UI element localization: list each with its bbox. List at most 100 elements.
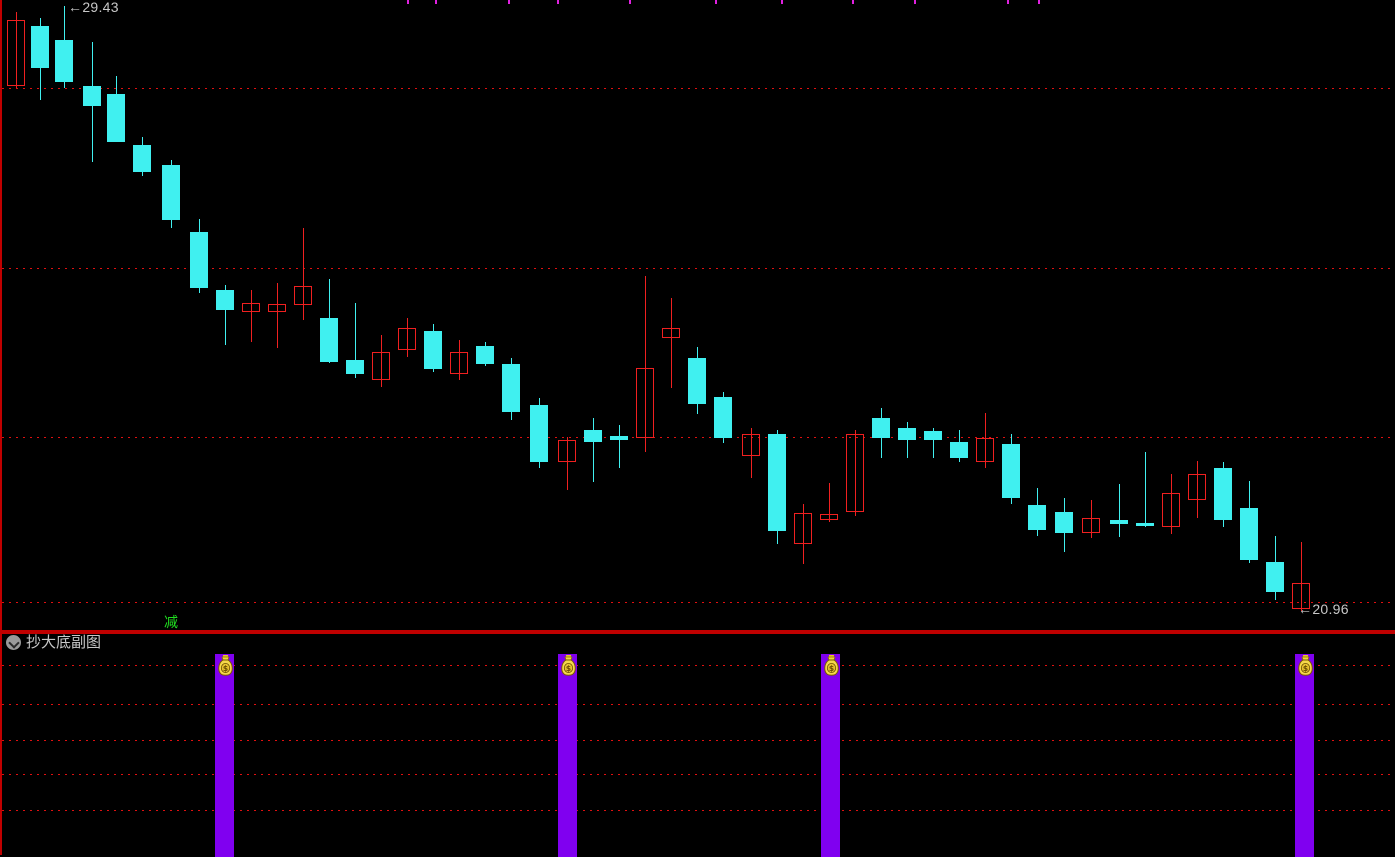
candle-body <box>1002 444 1020 498</box>
svg-text:$: $ <box>1303 664 1308 673</box>
candle-body <box>976 438 994 462</box>
candle-wick <box>593 418 594 482</box>
price-gridline <box>2 602 1395 603</box>
candle-body <box>1266 562 1284 592</box>
candle-body <box>398 328 416 350</box>
time-gridline-tick <box>557 0 559 4</box>
candle-body <box>794 513 812 544</box>
candle-wick <box>1119 484 1120 537</box>
candle-body <box>950 442 968 458</box>
money-bag-icon[interactable]: $ <box>217 655 234 676</box>
candle-body <box>636 368 654 438</box>
time-gridline-tick <box>435 0 437 4</box>
price-plot-area[interactable] <box>2 0 1395 632</box>
money-bag-icon[interactable]: $ <box>1297 655 1314 676</box>
indicator-title: 抄大底副图 <box>26 633 102 651</box>
candle-body <box>1082 518 1100 533</box>
price-gridline <box>2 88 1395 89</box>
candle-body <box>584 430 602 442</box>
candle-wick <box>933 428 934 458</box>
last-price-label: ←20.96 <box>1298 601 1349 617</box>
high-price-arrow-icon: ← <box>68 0 83 15</box>
candle-wick <box>225 285 226 345</box>
indicator-signal-bar[interactable] <box>558 654 577 857</box>
candle-body <box>820 514 838 520</box>
indicator-signal-bar[interactable] <box>1295 654 1314 857</box>
candle-body <box>1136 523 1154 526</box>
candle-body <box>924 431 942 440</box>
money-bag-icon[interactable]: $ <box>560 655 577 676</box>
candle-body <box>662 328 680 338</box>
candle-wick <box>355 303 356 378</box>
candle-body <box>1214 468 1232 520</box>
indicator-signal-bar[interactable] <box>821 654 840 857</box>
time-gridline-tick <box>781 0 783 4</box>
candle-body <box>268 304 286 312</box>
money-bag-icon[interactable]: $ <box>823 655 840 676</box>
indicator-gridline <box>2 810 1395 811</box>
time-gridline-tick <box>629 0 631 4</box>
indicator-gridline <box>2 740 1395 741</box>
candle-body <box>1292 583 1310 609</box>
candle-wick <box>1091 500 1092 538</box>
candle-body <box>610 436 628 440</box>
time-gridline-tick <box>407 0 409 4</box>
candle-body <box>558 440 576 462</box>
svg-text:$: $ <box>829 664 834 673</box>
svg-text:$: $ <box>566 664 571 673</box>
last-price-arrow-icon: ← <box>1298 601 1313 617</box>
candle-body <box>502 364 520 412</box>
candle-body <box>133 145 151 172</box>
bottom-fishing-subchart-panel[interactable]: $ $ $ $ 抄大底副图 <box>0 632 1395 857</box>
chevron-down-icon[interactable] <box>6 635 21 650</box>
candle-wick <box>303 228 304 320</box>
candle-body <box>1162 493 1180 527</box>
indicator-signal-bar[interactable] <box>215 654 234 857</box>
price-gridline <box>2 437 1395 438</box>
indicator-header[interactable]: 抄大底副图 <box>6 635 101 650</box>
candle-body <box>450 352 468 374</box>
candle-body <box>83 86 101 106</box>
candle-body <box>55 40 73 82</box>
last-price-value: 20.96 <box>1312 601 1349 617</box>
candle-body <box>372 352 390 380</box>
candle-body <box>898 428 916 440</box>
candle-body <box>216 290 234 310</box>
svg-text:$: $ <box>223 664 228 673</box>
candle-body <box>688 358 706 404</box>
candle-wick <box>251 290 252 342</box>
candle-body <box>872 418 890 438</box>
candle-wick <box>16 12 17 88</box>
candle-body <box>476 346 494 364</box>
candle-body <box>1028 505 1046 530</box>
time-gridline-tick <box>852 0 854 4</box>
indicator-gridline <box>2 774 1395 775</box>
high-price-label: ←29.43 <box>68 0 119 15</box>
candle-body <box>1188 474 1206 500</box>
candle-body <box>31 26 49 68</box>
indicator-plot-area[interactable]: $ $ $ $ <box>2 634 1395 857</box>
price-candlestick-panel[interactable]: ←29.43 ←20.96 减 <box>0 0 1395 632</box>
time-gridline-tick <box>715 0 717 4</box>
candle-wick <box>751 428 752 478</box>
candle-body <box>1240 508 1258 560</box>
candle-wick <box>381 335 382 387</box>
candle-wick <box>407 318 408 357</box>
candle-body <box>768 434 786 531</box>
time-gridline-tick <box>1038 0 1040 4</box>
candle-body <box>424 331 442 369</box>
indicator-gridline <box>2 665 1395 666</box>
candle-wick <box>1301 542 1302 611</box>
candle-wick <box>907 422 908 458</box>
reduce-signal-badge: 减 <box>164 615 178 631</box>
candle-wick <box>277 283 278 348</box>
candle-wick <box>855 430 856 516</box>
high-price-value: 29.43 <box>82 0 119 15</box>
time-gridline-tick <box>508 0 510 4</box>
candle-body <box>714 397 732 438</box>
candle-wick <box>803 504 804 564</box>
candle-body <box>1110 520 1128 524</box>
candle-wick <box>1171 474 1172 534</box>
time-gridline-tick <box>1007 0 1009 4</box>
